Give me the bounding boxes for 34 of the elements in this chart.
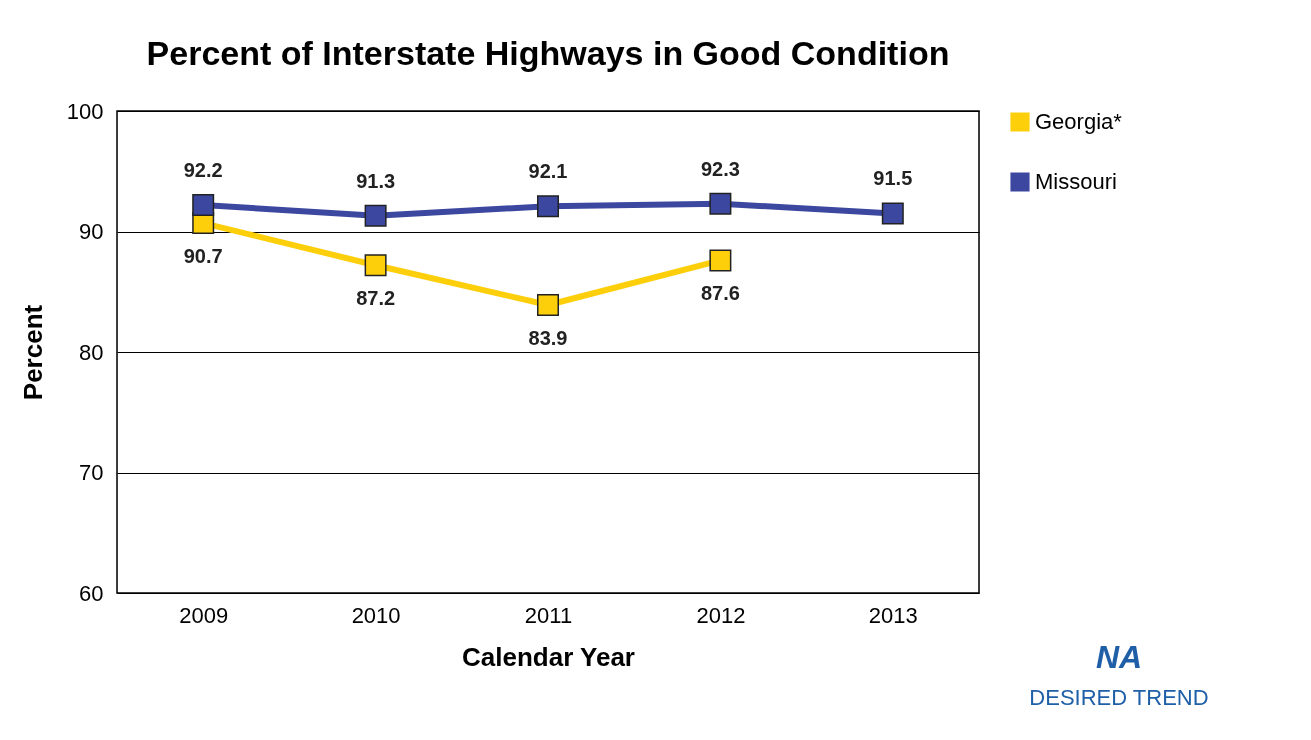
text: NA xyxy=(1095,639,1143,675)
y-axis-title: Percent xyxy=(17,304,48,401)
point xyxy=(709,192,732,215)
data-label: 87.2 xyxy=(356,287,396,310)
y-tick-label: 70 xyxy=(79,460,104,485)
legend-label: Georgia* xyxy=(1035,109,1123,134)
text: DESIRED TREND xyxy=(1029,685,1209,710)
data-label: 91.5 xyxy=(873,167,913,190)
point xyxy=(537,294,559,316)
data-label: 92.2 xyxy=(183,158,223,181)
point xyxy=(881,202,904,225)
x-tick-label: 2011 xyxy=(524,602,573,628)
data-label: 92.1 xyxy=(528,160,568,183)
point xyxy=(709,249,732,272)
point xyxy=(537,195,559,218)
x-tick-label: 2013 xyxy=(868,602,918,628)
x-axis-title: Calendar Year xyxy=(462,641,635,672)
data-label: 83.9 xyxy=(528,327,568,350)
data-label: 92.3 xyxy=(700,157,740,180)
y-tick-label: 80 xyxy=(79,339,104,365)
chart-title: Percent of Interstate Highways in Good Condition xyxy=(146,34,950,72)
y-tick-label: 60 xyxy=(79,580,104,606)
point xyxy=(364,204,387,227)
x-tick-label: 2012 xyxy=(696,602,746,628)
y-tick-label: 90 xyxy=(79,219,104,244)
point xyxy=(192,193,215,216)
point xyxy=(364,254,387,277)
data-label: 91.3 xyxy=(356,169,396,192)
data-label: 90.7 xyxy=(183,245,223,268)
y-tick-label: 100 xyxy=(66,98,104,124)
x-tick-label: 2009 xyxy=(179,602,229,628)
x-tick-label: 2010 xyxy=(351,602,401,628)
legend-label: Missouri xyxy=(1035,169,1117,194)
data-label: 87.6 xyxy=(700,282,740,305)
